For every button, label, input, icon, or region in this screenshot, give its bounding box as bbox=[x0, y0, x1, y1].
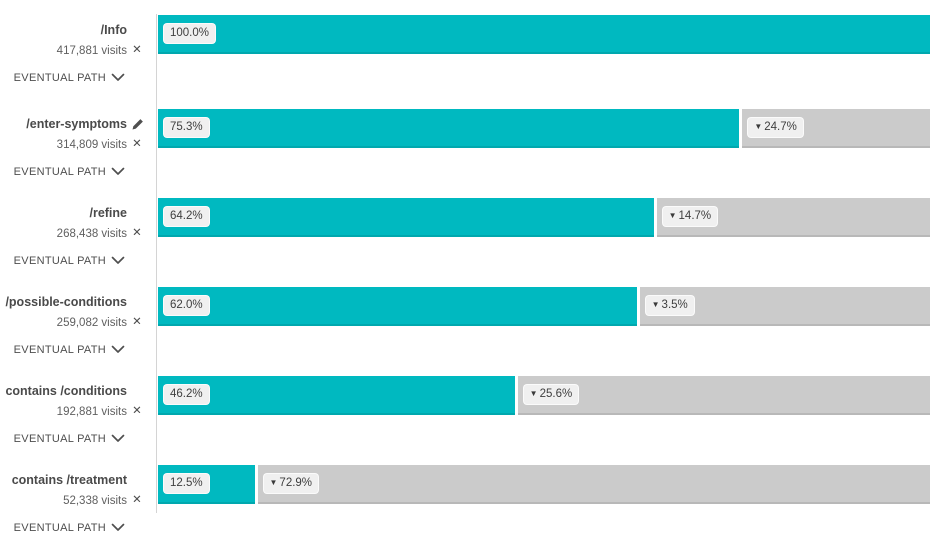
fallout-step: /enter-symptoms 314,809 visits ✕ EVENTUA… bbox=[0, 109, 941, 198]
eventual-path-label: EVENTUAL PATH bbox=[13, 521, 106, 534]
chevron-down-icon bbox=[111, 167, 125, 175]
reached-bar[interactable]: 46.2% bbox=[158, 376, 515, 415]
fallout-step: /possible-conditions 259,082 visits ✕ EV… bbox=[0, 287, 941, 376]
fallout-step: contains /conditions 192,881 visits ✕ EV… bbox=[0, 376, 941, 465]
remove-step-icon[interactable]: ✕ bbox=[132, 138, 142, 151]
eventual-path-label: EVENTUAL PATH bbox=[13, 254, 106, 267]
eventual-path-dropdown[interactable]: EVENTUAL PATH bbox=[0, 69, 147, 86]
step-visits: 192,881 visits bbox=[56, 406, 127, 418]
fallout-arrow-icon: ▼ bbox=[651, 299, 660, 309]
step-labels: /possible-conditions 259,082 visits ✕ EV… bbox=[0, 287, 152, 376]
eventual-path-label: EVENTUAL PATH bbox=[13, 165, 106, 178]
fallout-percentage: 14.7% bbox=[678, 210, 712, 222]
step-name: contains /treatment bbox=[11, 473, 127, 487]
chevron-down-icon bbox=[111, 345, 125, 353]
fallout-percentage: 72.9% bbox=[279, 477, 313, 489]
step-name: /refine bbox=[89, 206, 127, 220]
step-name: /possible-conditions bbox=[5, 295, 127, 309]
fallout-percentage-badge: ▼ 72.9% bbox=[262, 473, 320, 494]
step-visits: 259,082 visits bbox=[56, 317, 127, 329]
fallout-bar[interactable]: ▼ 72.9% bbox=[257, 465, 930, 504]
step-visits: 52,338 visits bbox=[63, 495, 127, 507]
remove-step-icon[interactable]: ✕ bbox=[132, 227, 142, 240]
step-labels: contains /conditions 192,881 visits ✕ EV… bbox=[0, 376, 152, 465]
fallout-arrow-icon: ▼ bbox=[754, 121, 763, 131]
fallout-bar[interactable]: ▼ 14.7% bbox=[656, 198, 930, 237]
fallout-percentage: 25.6% bbox=[539, 388, 573, 400]
eventual-path-label: EVENTUAL PATH bbox=[13, 343, 106, 356]
step-name: /Info bbox=[100, 23, 127, 37]
fallout-step: contains /treatment 52,338 visits ✕ EVEN… bbox=[0, 465, 941, 554]
step-name: contains /conditions bbox=[5, 384, 127, 398]
reached-bar[interactable]: 64.2% bbox=[158, 198, 654, 237]
step-name: /enter-symptoms bbox=[26, 117, 127, 131]
fallout-arrow-icon: ▼ bbox=[529, 388, 538, 398]
step-track: 62.0% ▼ 3.5% bbox=[158, 287, 930, 376]
edit-pencil-icon[interactable] bbox=[131, 118, 144, 131]
fallout-arrow-icon: ▼ bbox=[269, 477, 278, 487]
eventual-path-label: EVENTUAL PATH bbox=[13, 71, 106, 84]
remove-step-icon[interactable]: ✕ bbox=[132, 44, 142, 57]
reached-percentage-badge: 46.2% bbox=[163, 384, 210, 405]
step-labels: /refine 268,438 visits ✕ EVENTUAL PATH bbox=[0, 198, 152, 287]
reached-bar[interactable]: 12.5% bbox=[158, 465, 255, 504]
reached-bar[interactable]: 100.0% bbox=[158, 15, 930, 54]
eventual-path-dropdown[interactable]: EVENTUAL PATH bbox=[0, 341, 147, 358]
step-track: 64.2% ▼ 14.7% bbox=[158, 198, 930, 287]
step-visits: 417,881 visits bbox=[56, 45, 127, 57]
remove-step-icon[interactable]: ✕ bbox=[132, 494, 142, 507]
reached-bar[interactable]: 75.3% bbox=[158, 109, 740, 148]
step-visits: 268,438 visits bbox=[56, 228, 127, 240]
chevron-down-icon bbox=[111, 256, 125, 264]
reached-bar[interactable]: 62.0% bbox=[158, 287, 637, 326]
step-visits: 314,809 visits bbox=[56, 139, 127, 151]
eventual-path-dropdown[interactable]: EVENTUAL PATH bbox=[0, 252, 147, 269]
fallout-bar[interactable]: ▼ 24.7% bbox=[742, 109, 930, 148]
chevron-down-icon bbox=[111, 73, 125, 81]
fallout-percentage-badge: ▼ 14.7% bbox=[661, 206, 719, 227]
fallout-arrow-icon: ▼ bbox=[668, 210, 677, 220]
reached-percentage-badge: 62.0% bbox=[163, 295, 210, 316]
eventual-path-dropdown[interactable]: EVENTUAL PATH bbox=[0, 430, 147, 447]
remove-step-icon[interactable]: ✕ bbox=[132, 316, 142, 329]
chevron-down-icon bbox=[111, 434, 125, 442]
fallout-bar[interactable]: ▼ 3.5% bbox=[639, 287, 930, 326]
reached-percentage-badge: 75.3% bbox=[163, 117, 210, 138]
fallout-step: /Info 417,881 visits ✕ EVENTUAL PATH bbox=[0, 15, 941, 109]
step-labels: contains /treatment 52,338 visits ✕ EVEN… bbox=[0, 465, 152, 554]
fallout-percentage-badge: ▼ 24.7% bbox=[747, 117, 804, 138]
fallout-step: /refine 268,438 visits ✕ EVENTUAL PATH bbox=[0, 198, 941, 287]
eventual-path-label: EVENTUAL PATH bbox=[13, 432, 106, 445]
reached-percentage-badge: 12.5% bbox=[163, 473, 210, 494]
step-track: 75.3% ▼ 24.7% bbox=[158, 109, 930, 198]
step-labels: /enter-symptoms 314,809 visits ✕ EVENTUA… bbox=[0, 109, 152, 198]
step-labels: /Info 417,881 visits ✕ EVENTUAL PATH bbox=[0, 15, 152, 109]
step-track: 46.2% ▼ 25.6% bbox=[158, 376, 930, 465]
fallout-percentage-badge: ▼ 3.5% bbox=[644, 295, 695, 316]
remove-step-icon[interactable]: ✕ bbox=[132, 405, 142, 418]
fallout-percentage: 24.7% bbox=[764, 121, 797, 133]
reached-percentage-badge: 64.2% bbox=[163, 206, 210, 227]
axis-line bbox=[156, 14, 157, 513]
fallout-visualization: /Info 417,881 visits ✕ EVENTUAL PATH bbox=[5, 14, 930, 534]
eventual-path-dropdown[interactable]: EVENTUAL PATH bbox=[0, 519, 147, 536]
chevron-down-icon bbox=[111, 523, 125, 531]
step-track: 100.0% bbox=[158, 15, 930, 109]
step-track: 12.5% ▼ 72.9% bbox=[158, 465, 930, 554]
fallout-bar[interactable]: ▼ 25.6% bbox=[517, 376, 930, 415]
eventual-path-dropdown[interactable]: EVENTUAL PATH bbox=[0, 163, 147, 180]
fallout-steps-list: /Info 417,881 visits ✕ EVENTUAL PATH bbox=[0, 15, 941, 554]
reached-percentage-badge: 100.0% bbox=[163, 23, 217, 44]
fallout-percentage-badge: ▼ 25.6% bbox=[522, 384, 580, 405]
fallout-percentage: 3.5% bbox=[661, 299, 688, 311]
